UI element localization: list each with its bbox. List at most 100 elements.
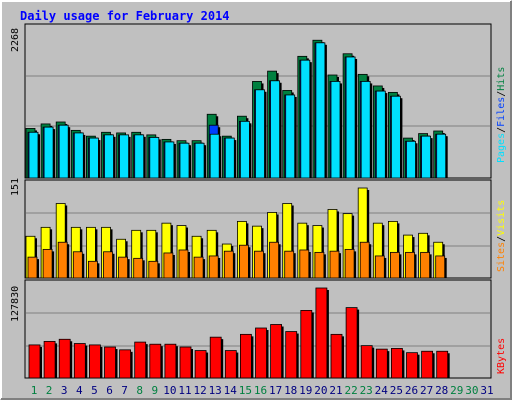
- day-label-1: 1: [31, 384, 38, 397]
- bar-face: [134, 134, 145, 179]
- bar-sites-day-10: [163, 252, 175, 279]
- bar-face: [345, 307, 358, 379]
- bar-sites-day-11: [178, 249, 190, 279]
- bar-face: [390, 348, 403, 379]
- legend-separator-3: /: [496, 236, 507, 242]
- bar-pages-day-27: [421, 135, 433, 179]
- bar-pages-day-24: [375, 90, 388, 179]
- bar-kbytes-day-12: [194, 350, 209, 379]
- bar-sites-day-2: [42, 248, 55, 279]
- bar-kbytes-day-9: [149, 343, 163, 379]
- bar-face: [58, 338, 71, 379]
- legend-pages: Pages: [496, 133, 507, 163]
- bar-face: [330, 81, 341, 179]
- bar-face: [149, 343, 162, 379]
- bar-kbytes-day-7: [119, 349, 133, 379]
- bar-face: [179, 142, 190, 179]
- bar-kbytes-day-19: [300, 310, 314, 379]
- bar-sites-day-4: [72, 251, 85, 279]
- bar-pages-day-20: [315, 42, 327, 179]
- bar-face: [270, 80, 281, 179]
- day-label-24: 24: [375, 384, 389, 397]
- bar-pages-day-22: [345, 56, 358, 179]
- bar-face: [208, 255, 219, 279]
- bar-kbytes-day-13: [209, 336, 224, 379]
- legend-hits: Hits: [496, 67, 507, 91]
- day-label-31: 31: [480, 384, 493, 397]
- bar-pages-day-5: [89, 137, 101, 179]
- day-label-28: 28: [435, 384, 448, 397]
- panel2-scale-label: 151: [10, 178, 21, 196]
- bar-face: [88, 260, 98, 279]
- legend-sites: Sites: [496, 242, 507, 272]
- bar-face: [405, 251, 415, 279]
- bar-face: [28, 344, 41, 379]
- bar-sites-day-12: [193, 256, 206, 279]
- bar-face: [284, 250, 295, 279]
- bar-face: [72, 251, 83, 279]
- bar-face: [329, 250, 340, 279]
- day-label-2: 2: [46, 384, 53, 397]
- day-label-27: 27: [420, 384, 433, 397]
- bar-face: [89, 344, 101, 379]
- bar-kbytes-day-20: [315, 287, 329, 379]
- bar-face: [149, 137, 160, 179]
- bar-sites-day-18: [284, 250, 296, 279]
- bar-sites-day-14: [223, 250, 236, 279]
- bar-face: [390, 95, 401, 179]
- bar-face: [73, 343, 86, 379]
- bar-sites-day-22: [344, 248, 357, 279]
- bar-face: [42, 248, 53, 279]
- bar-face: [118, 256, 128, 279]
- bar-sites-day-23: [359, 241, 372, 279]
- bar-kbytes-day-10: [164, 343, 178, 379]
- day-label-9: 9: [151, 384, 158, 397]
- bar-pages-day-14: [224, 137, 237, 179]
- bar-sites-day-27: [420, 251, 432, 279]
- bar-face: [315, 42, 326, 179]
- bar-face: [164, 343, 177, 379]
- bar-pages-day-21: [330, 81, 342, 179]
- bar-face: [28, 131, 39, 179]
- bar-kbytes-day-2: [43, 340, 58, 379]
- panel1-scale-label: 2268: [10, 28, 21, 52]
- bar-face: [238, 244, 249, 279]
- bar-pages-day-26: [406, 140, 418, 179]
- day-label-3: 3: [61, 384, 68, 397]
- bar-kbytes-day-6: [104, 346, 118, 379]
- bar-face: [420, 251, 431, 279]
- bar-kbytes-day-3: [58, 338, 73, 379]
- bar-sites-day-8: [133, 257, 145, 279]
- day-label-5: 5: [91, 384, 98, 397]
- bar-pages-day-15: [239, 120, 252, 179]
- bar-pages-day-4: [73, 132, 86, 179]
- bar-face: [344, 248, 355, 279]
- bar-face: [360, 345, 373, 379]
- bar-pages-day-3: [58, 124, 71, 179]
- legend-visits-sites: Sites/Visits: [496, 200, 507, 272]
- day-label-6: 6: [106, 384, 113, 397]
- day-label-12: 12: [193, 384, 206, 397]
- bar-pages-day-11: [179, 142, 191, 179]
- bar-face: [179, 346, 192, 379]
- day-label-10: 10: [163, 384, 176, 397]
- day-label-4: 4: [76, 384, 83, 397]
- day-label-14: 14: [224, 384, 238, 397]
- bar-face: [435, 255, 446, 279]
- bar-face: [133, 257, 144, 279]
- bar-face: [299, 249, 310, 279]
- day-label-11: 11: [178, 384, 191, 397]
- legend-hits-files-pages: Pages/Files/Hits: [496, 67, 507, 163]
- bar-face: [27, 256, 38, 279]
- bar-sites-day-19: [299, 249, 311, 279]
- bar-pages-day-17: [270, 80, 282, 179]
- bar-face: [224, 137, 235, 179]
- bar-face: [224, 350, 237, 379]
- bar-kbytes-day-8: [134, 341, 148, 379]
- day-label-21: 21: [329, 384, 342, 397]
- day-label-18: 18: [284, 384, 297, 397]
- day-label-19: 19: [299, 384, 312, 397]
- bar-face: [374, 255, 385, 279]
- bar-face: [285, 331, 298, 379]
